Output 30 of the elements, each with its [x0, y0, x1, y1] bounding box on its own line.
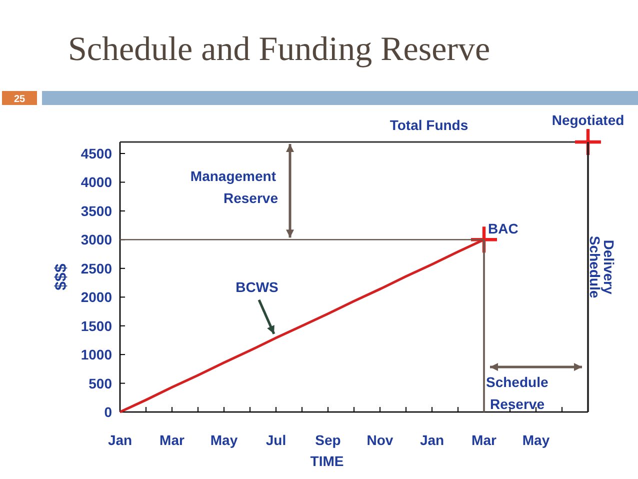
- x-axis-title: TIME: [310, 453, 344, 469]
- y-tick-label: 0: [104, 404, 112, 420]
- annotation: Schedule Reserve: [486, 374, 548, 412]
- y-axis-title: $$$: [53, 264, 70, 290]
- ref-line-label: Total Funds: [390, 117, 468, 133]
- x-tick-label: Mar: [472, 432, 497, 448]
- text: BCWS: [236, 278, 278, 295]
- y-tick-label: 4000: [80, 174, 112, 190]
- x-tick-label: Sep: [315, 432, 341, 448]
- x-tick-label: Jan: [108, 432, 132, 448]
- x-tick-label: Mar: [160, 432, 185, 448]
- text: 25: [14, 94, 26, 105]
- y-tick-label: 2000: [80, 289, 112, 306]
- y-tick-label: 3500: [80, 202, 112, 219]
- y-tick-label: 2500: [80, 260, 112, 276]
- x-tick-label: Jul: [266, 432, 286, 448]
- chart-title: Schedule and Funding Reserve: [68, 31, 490, 68]
- y-tick-label: 4500: [80, 145, 112, 162]
- annotation: Management Reserve: [190, 168, 278, 206]
- x-tick-label: May: [522, 432, 550, 448]
- y-tick-label: 1000: [80, 346, 112, 363]
- series-label: Negotiated: [552, 112, 624, 128]
- x-tick-label: Jan: [420, 432, 444, 448]
- y-tick-label: 500: [88, 375, 112, 392]
- x-tick-label: May: [210, 432, 238, 448]
- text: Delivery Schedule: [587, 236, 617, 298]
- x-tick-label: Nov: [366, 432, 394, 448]
- y-tick-label: 3000: [80, 232, 112, 248]
- series-label: BAC: [488, 220, 518, 237]
- y-tick-label: 1500: [80, 318, 112, 334]
